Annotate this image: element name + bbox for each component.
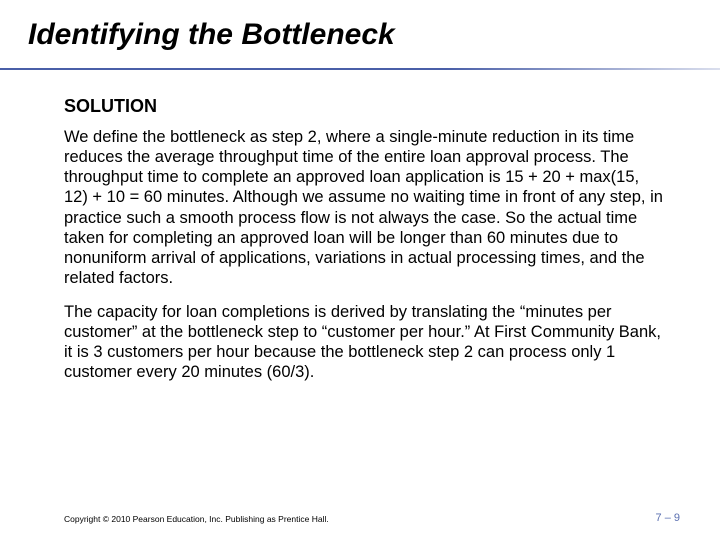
paragraph-1: We define the bottleneck as step 2, wher…	[64, 127, 666, 288]
solution-label: SOLUTION	[64, 96, 666, 117]
slide-title: Identifying the Bottleneck	[0, 0, 720, 58]
slide-content: SOLUTION We define the bottleneck as ste…	[64, 96, 666, 397]
title-divider	[0, 68, 720, 70]
paragraph-2: The capacity for loan completions is der…	[64, 302, 666, 383]
copyright-footer: Copyright © 2010 Pearson Education, Inc.…	[64, 514, 329, 524]
slide: Identifying the Bottleneck SOLUTION We d…	[0, 0, 720, 540]
page-number: 7 – 9	[656, 512, 680, 524]
